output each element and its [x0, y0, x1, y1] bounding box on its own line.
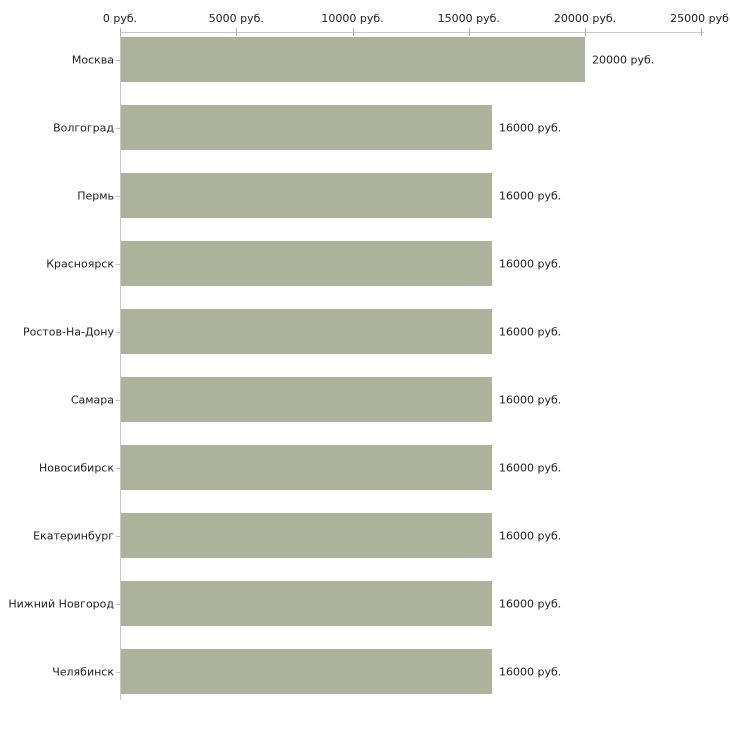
bar	[121, 445, 492, 490]
x-axis-line	[120, 32, 704, 33]
bar	[121, 309, 492, 354]
category-label: Волгоград	[53, 121, 114, 134]
y-axis-line	[120, 32, 121, 700]
value-label: 16000 руб.	[499, 597, 562, 610]
value-label: 16000 руб.	[499, 121, 562, 134]
x-axis-tick	[701, 28, 703, 36]
value-label: 16000 руб.	[499, 529, 562, 542]
category-label: Челябинск	[52, 665, 114, 678]
y-axis-tick	[116, 331, 120, 333]
category-label: Екатеринбург	[33, 529, 114, 542]
y-axis-tick	[116, 467, 120, 469]
category-label: Самара	[70, 393, 114, 406]
bar	[121, 513, 492, 558]
x-axis-tick-label: 10000 руб.	[321, 12, 384, 25]
x-axis-tick	[236, 28, 238, 36]
category-label: Москва	[71, 53, 114, 66]
y-axis-tick	[116, 399, 120, 401]
y-axis-tick	[116, 263, 120, 265]
x-axis-tick	[585, 28, 586, 36]
bar	[121, 105, 492, 150]
x-axis-tick-label: 0 руб.	[102, 12, 138, 25]
x-axis-tick-label: 5000 руб.	[208, 12, 264, 25]
x-axis-tick	[352, 28, 354, 36]
y-axis-tick	[116, 59, 120, 61]
bar	[121, 241, 492, 286]
category-label: Пермь	[77, 189, 114, 202]
value-label: 16000 руб.	[499, 665, 562, 678]
bar	[121, 37, 585, 82]
y-axis-tick	[116, 535, 120, 537]
category-label: Ростов-На-Дону	[22, 325, 114, 338]
value-label: 16000 руб.	[499, 325, 562, 338]
x-axis-tick-label: 20000 руб.	[553, 12, 617, 25]
y-axis-tick	[116, 671, 120, 673]
value-label: 16000 руб.	[499, 461, 562, 474]
y-axis-tick	[116, 603, 120, 605]
y-axis-tick	[116, 127, 120, 129]
bar	[121, 649, 492, 694]
category-label: Нижний Новгород	[8, 597, 114, 610]
value-label: 16000 руб.	[499, 257, 562, 270]
value-label: 16000 руб.	[499, 393, 562, 406]
value-label: 20000 руб.	[592, 53, 655, 66]
y-axis-tick	[116, 195, 120, 197]
x-axis-tick-label: 25000 руб.	[670, 12, 730, 25]
bar	[121, 173, 492, 218]
bar	[121, 581, 492, 626]
x-axis-tick	[468, 28, 470, 36]
x-axis-tick-label: 15000 руб.	[437, 12, 500, 25]
category-label: Новосибирск	[38, 461, 114, 474]
bar	[121, 377, 492, 422]
category-label: Красноярск	[46, 257, 114, 270]
value-label: 16000 руб.	[499, 189, 562, 202]
x-axis-tick	[120, 28, 121, 36]
